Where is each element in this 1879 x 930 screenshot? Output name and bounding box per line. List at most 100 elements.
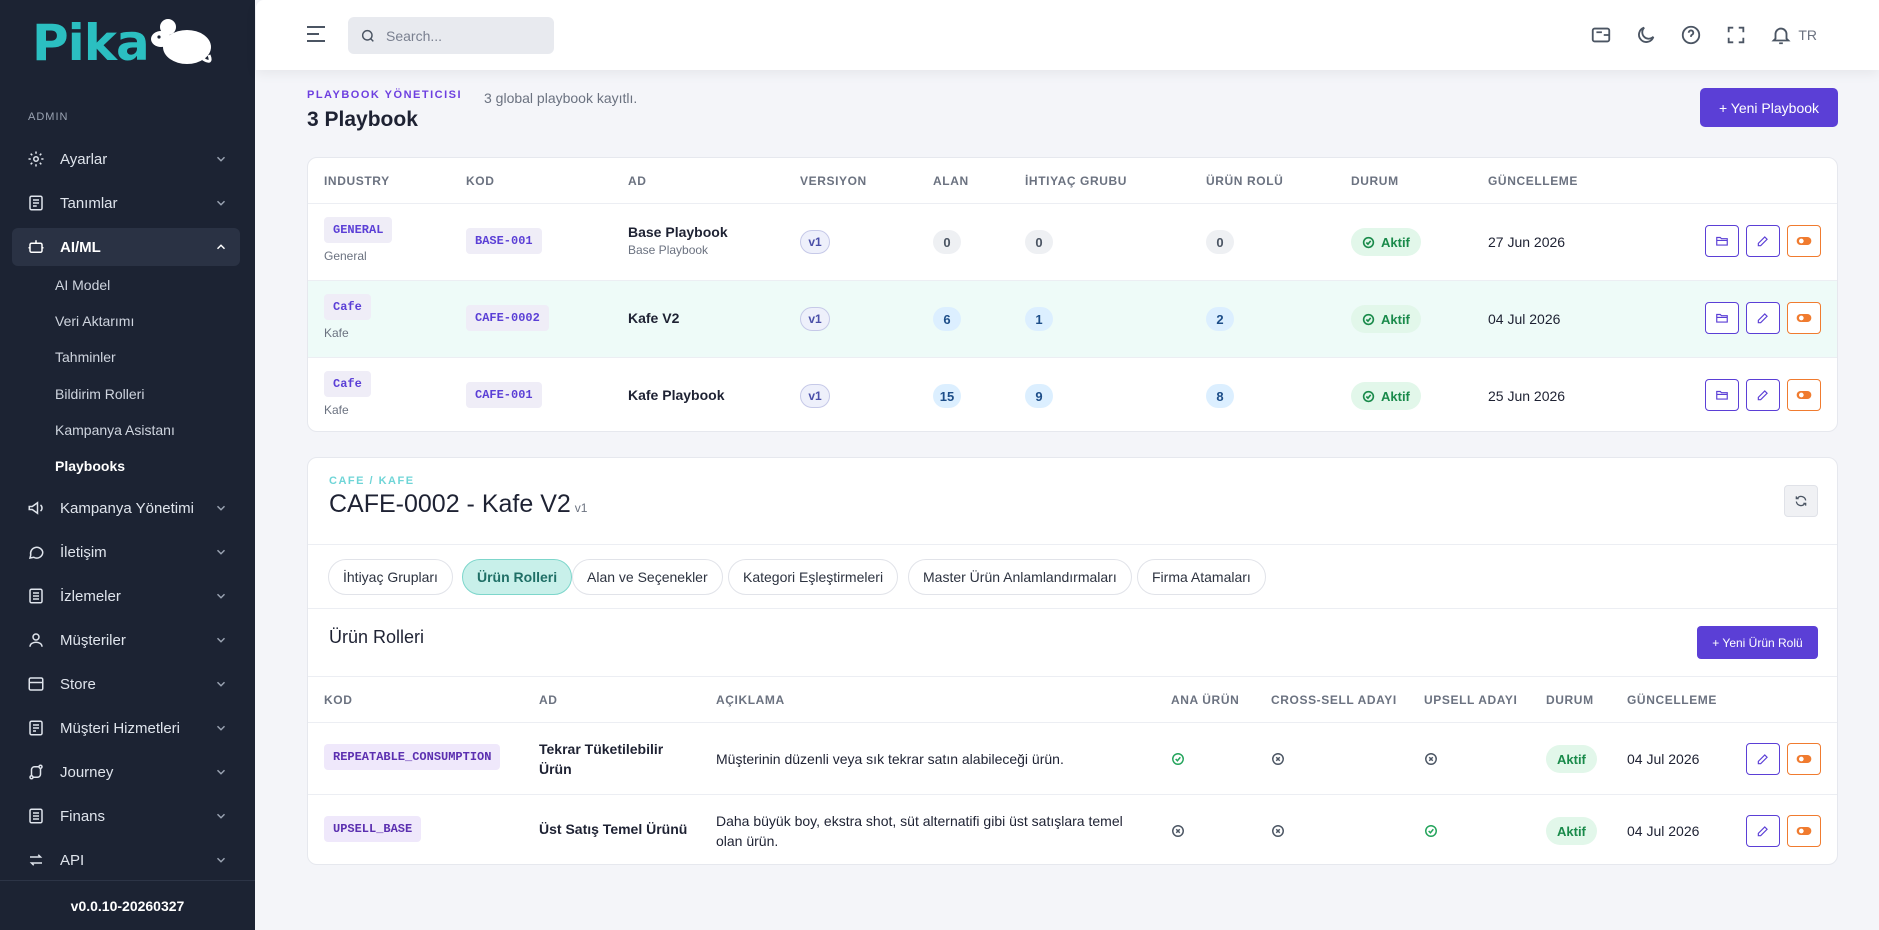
pencil-icon [1757,390,1768,401]
bell-icon[interactable] [1768,22,1793,47]
sidebar-item-store[interactable]: Store [12,665,240,703]
check-circle-icon [1424,824,1438,838]
edit-button[interactable] [1746,379,1780,411]
sidebar-subitem-playbooks[interactable]: Playbooks [55,458,126,474]
tab-ihtiyac-gruplari[interactable]: İhtiyaç Grupları [328,559,453,595]
tab-alan-ve-secenekler[interactable]: Alan ve Seçenekler [572,559,723,595]
wallet-icon[interactable] [1588,22,1613,47]
table-row[interactable]: REPEATABLE_CONSUMPTION Tekrar Tüketilebi… [308,722,1837,794]
toggle-button[interactable] [1787,743,1821,775]
sidebar-item-finans[interactable]: Finans [12,797,240,835]
edit-button[interactable] [1746,302,1780,334]
tab-master-urun-anlamlandirmalari[interactable]: Master Ürün Anlamlandırmaları [908,559,1132,595]
sidebar: Pika ADMIN Ayarlar Tanımlar AI/ML AI Mod… [0,0,255,930]
sidebar-subitem-ai-model[interactable]: AI Model [55,277,111,293]
edit-button[interactable] [1746,743,1780,775]
status-label: Aktif [1381,234,1410,250]
help-icon[interactable] [1678,22,1703,47]
sidebar-subitem-kampanya-asistani[interactable]: Kampanya Asistanı [55,422,175,438]
detail-title: CAFE-0002 - Kafe V2 v1 [329,490,587,519]
col-header-aciklama: AÇIKLAMA [716,693,785,707]
toggle-button[interactable] [1787,302,1821,334]
user-icon [26,630,46,650]
toggle-button[interactable] [1787,225,1821,257]
check-circle-icon [1171,752,1185,766]
name-cell: Base Playbook Base Playbook [628,224,728,257]
updated-date: 25 Jun 2026 [1488,388,1566,404]
sidebar-item-musteriler[interactable]: Müşteriler [12,621,240,659]
table-row[interactable]: Cafe Kafe CAFE-001 Kafe Playbook v1 15 9… [308,357,1837,431]
open-folder-button[interactable] [1705,225,1739,257]
topbar-actions [1588,22,1793,47]
open-folder-button[interactable] [1705,379,1739,411]
menu-toggle-icon[interactable] [306,25,326,48]
refresh-icon [1795,495,1807,507]
page-title: 3 Playbook [307,108,418,131]
col-header-guncelleme: GÜNCELLEME [1488,174,1578,188]
code-tag: CAFE-0002 [466,305,549,331]
code-cell: BASE-001 [466,228,542,254]
table-row[interactable]: UPSELL_BASE Üst Satış Temel Ürünü Daha b… [308,794,1837,864]
app-logo[interactable]: Pika [32,14,215,72]
refresh-button[interactable] [1784,485,1818,517]
robot-icon [26,237,46,257]
urun-rolu-count: 8 [1206,384,1234,408]
toggle-icon [1796,827,1812,835]
moon-icon[interactable] [1633,22,1658,47]
updated-date: 04 Jul 2026 [1488,311,1561,327]
new-playbook-button[interactable]: + Yeni Playbook [1700,88,1838,127]
ihtiyac-count: 9 [1025,384,1053,408]
sidebar-item-musteri-hizmetleri[interactable]: Müşteri Hizmetleri [12,709,240,747]
pencil-icon [1757,826,1768,837]
sidebar-item-aiml[interactable]: AI/ML [12,228,240,266]
chevron-down-icon [216,156,226,162]
alan-count: 15 [933,384,961,408]
new-product-role-button[interactable]: + Yeni Ürün Rolü [1697,626,1818,659]
chevron-down-icon [216,857,226,863]
sidebar-subitem-bildirim-rolleri[interactable]: Bildirim Rolleri [55,386,145,402]
col-header-industry: INDUSTRY [324,174,390,188]
col-header-ad: AD [628,174,647,188]
edit-button[interactable] [1746,815,1780,847]
sidebar-section-label: ADMIN [28,111,69,123]
chevron-down-icon [216,769,226,775]
sidebar-item-izlemeler[interactable]: İzlemeler [12,577,240,615]
sidebar-item-api[interactable]: API [12,841,240,879]
app-version: v0.0.10-20260327 [0,880,255,930]
tab-firma-atamalari[interactable]: Firma Atamaları [1137,559,1266,595]
sidebar-item-label: İletişim [60,543,107,561]
sidebar-item-label: Müşteriler [60,631,126,649]
col-header-ana-urun: ANA ÜRÜN [1171,693,1240,707]
toggle-button[interactable] [1787,379,1821,411]
toggle-button[interactable] [1787,815,1821,847]
sidebar-item-label: Müşteri Hizmetleri [60,719,181,737]
detail-tabs: İhtiyaç Grupları Ürün Rolleri Alan ve Se… [308,544,1837,609]
sidebar-subitem-tahminler[interactable]: Tahminler [55,349,116,365]
sidebar-item-ayarlar[interactable]: Ayarlar [12,140,240,178]
fullscreen-icon[interactable] [1723,22,1748,47]
chevron-down-icon [216,200,226,206]
sidebar-item-iletisim[interactable]: İletişim [12,533,240,571]
tab-urun-rolleri[interactable]: Ürün Rolleri [462,559,573,595]
chevron-down-icon [216,505,226,511]
open-folder-button[interactable] [1705,302,1739,334]
check-circle-icon [1362,236,1375,248]
sidebar-item-journey[interactable]: Journey [12,753,240,791]
edit-button[interactable] [1746,225,1780,257]
version-badge: v1 [800,384,830,408]
industry-cell: Cafe Kafe [324,371,371,417]
pencil-icon [1757,236,1768,247]
ihtiyac-count: 0 [1025,230,1053,254]
table-row[interactable]: GENERAL General BASE-001 Base Playbook B… [308,203,1837,280]
language-switcher[interactable]: TR [1798,27,1817,43]
table-row[interactable]: Cafe Kafe CAFE-0002 Kafe V2 v1 6 1 2 Akt… [308,280,1837,357]
col-header-upsell: UPSELL ADAYI [1424,693,1518,707]
sidebar-subitem-veri-aktarimi[interactable]: Veri Aktarımı [55,313,135,329]
sidebar-item-kampanya-yonetimi[interactable]: Kampanya Yönetimi [12,489,240,527]
toggle-icon [1796,237,1812,245]
tab-kategori-eslestirmeleri[interactable]: Kategori Eşleştirmeleri [728,559,899,595]
sidebar-item-label: API [60,851,85,869]
sidebar-item-tanimlar[interactable]: Tanımlar [12,184,240,222]
search-input[interactable] [386,27,536,44]
search-box [348,17,554,54]
